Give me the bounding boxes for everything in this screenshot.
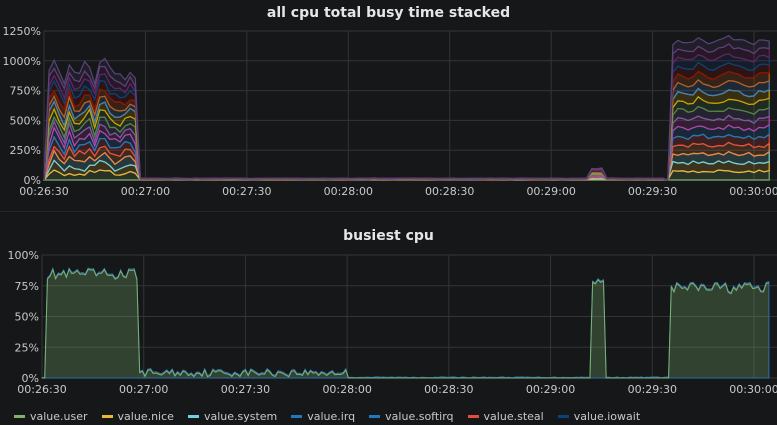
legend-label: value.system [203, 409, 278, 423]
x-tick-label: 00:28:30 [424, 383, 473, 396]
stacked-series-area [43, 149, 770, 181]
x-tick-label: 00:27:00 [119, 383, 168, 396]
legend-swatch [467, 414, 479, 418]
stacked-series-area [43, 141, 770, 181]
legend-item[interactable]: value.softirq [369, 408, 454, 424]
panel-title-busiest-cpu[interactable]: busiest cpu [343, 228, 434, 244]
legend-swatch [187, 414, 199, 418]
x-tick-label: 00:29:00 [526, 383, 575, 396]
legend-label: value.irq [307, 409, 356, 423]
y-tick-label: 1000% [3, 55, 41, 68]
y-tick-label: 50% [15, 311, 39, 324]
busiest-cpu-area [41, 266, 770, 379]
stacked-series-area [43, 87, 770, 181]
y-tick-label: 750% [10, 85, 41, 98]
x-tick-label: 00:30:00 [729, 185, 777, 198]
legend-label: value.user [30, 409, 88, 423]
legend-item[interactable]: value.system [187, 408, 278, 424]
stacked-series-area [43, 159, 770, 181]
y-tick-label: 75% [15, 280, 39, 293]
y-tick-label: 100% [8, 249, 39, 262]
legend-item[interactable]: value.steal [467, 408, 544, 424]
y-tick-label: 0% [24, 174, 41, 187]
legend-swatch [291, 414, 303, 418]
x-tick-label: 00:29:00 [526, 185, 575, 198]
y-tick-label: 250% [10, 144, 41, 157]
legend-label: value.softirq [385, 409, 454, 423]
legend-label: value.iowait [573, 409, 641, 423]
legend-item[interactable]: value.nice [101, 408, 174, 424]
stacked-series-area [43, 34, 770, 181]
stacked-series-area [43, 105, 770, 181]
x-tick-label: 00:30:00 [729, 383, 777, 396]
x-tick-label: 00:27:30 [221, 383, 270, 396]
stacked-series-area [43, 114, 770, 181]
panel-busiest-cpu: 0% 25% 50% 75% 100% 00:26:30 00:27:00 00:27:30 0… [0, 218, 777, 425]
y-tick-label: 25% [15, 341, 39, 354]
y-tick-label: 1250% [3, 25, 41, 38]
legend-label: value.nice [117, 409, 174, 423]
legend-item[interactable]: value.iowait [557, 408, 641, 424]
x-tick-label: 00:29:30 [628, 185, 677, 198]
legend-swatch [369, 414, 381, 418]
y-tick-label: 500% [10, 114, 41, 127]
stacked-series-area [43, 53, 770, 181]
stacked-series-area [43, 123, 770, 181]
legend-swatch [101, 414, 113, 418]
x-tick-label: 00:27:00 [121, 185, 170, 198]
stacked-series-area [43, 61, 770, 181]
x-tick-label: 00:26:30 [17, 383, 66, 396]
panel-title-all-cpu[interactable]: all cpu total busy time stacked [266, 5, 511, 21]
stacked-series-area [43, 96, 770, 181]
x-tick-label: 00:29:30 [628, 383, 677, 396]
chart-all-cpu: 0% 250% 500% 750% 1000% 1250% 00:26:30 00:27:00… [3, 25, 777, 198]
x-tick-label: 00:27:30 [222, 185, 271, 198]
x-tick-label: 00:28:00 [322, 383, 371, 396]
chart-busiest-cpu: 0% 25% 50% 75% 100% 00:26:30 00:27:00 00:27:30 0… [8, 249, 777, 396]
stacked-series-area [43, 133, 770, 181]
panel-all-cpu: 0% 250% 500% 750% 1000% 1250% 00:26:30 00:27:00… [0, 0, 777, 212]
legend-item[interactable]: value.user [14, 408, 88, 424]
stacked-series-area [43, 79, 770, 181]
legend-item[interactable]: value.irq [291, 408, 355, 424]
x-tick-label: 00:26:30 [19, 185, 68, 198]
legend-swatch [557, 414, 569, 418]
x-tick-label: 00:28:30 [425, 185, 474, 198]
y-tick-label: 0% [22, 372, 39, 385]
stacked-series-area [43, 70, 770, 181]
legend-swatch [14, 414, 25, 418]
chart-legend: value.user value.nice value.system value.ir… [14, 408, 640, 424]
legend-label: value.steal [483, 409, 544, 423]
value-user-line [41, 268, 770, 379]
x-tick-label: 00:28:00 [324, 185, 373, 198]
stacked-series-area [43, 43, 770, 181]
